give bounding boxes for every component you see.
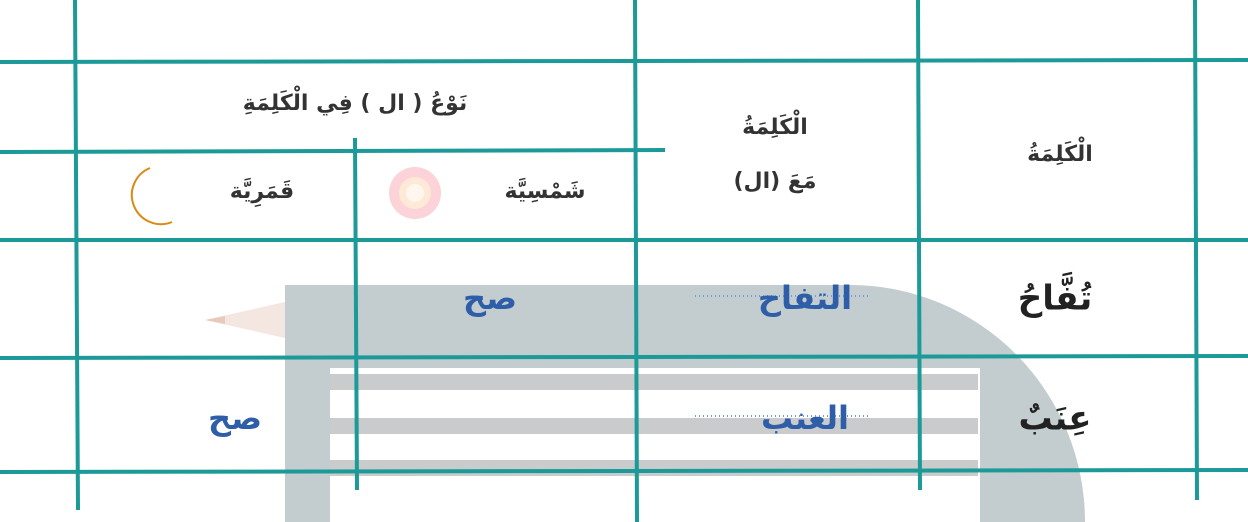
watermark-stripe bbox=[330, 460, 978, 476]
header-word: الْكَلِمَةُ bbox=[1027, 137, 1093, 167]
header-word-with-al: الْكَلِمَةُ bbox=[742, 110, 808, 140]
row-word: عِنَبٌ bbox=[1018, 399, 1091, 439]
header-word-with-al: مَعَ (ال) bbox=[733, 169, 816, 194]
row-word: تُفَّاحُ bbox=[1018, 272, 1093, 318]
row-answer: صح bbox=[208, 399, 262, 437]
row-answer: صح bbox=[463, 279, 517, 317]
header-shamsiya: شَمْسِيَّة bbox=[504, 177, 585, 204]
header-al-type: نَوْعُ ( ال ) فِي الْكَلِمَةِ bbox=[243, 86, 467, 116]
row-with-al: العنب bbox=[761, 399, 849, 437]
pencil-point bbox=[205, 316, 225, 324]
watermark-stripe bbox=[330, 374, 978, 390]
pencil-tip bbox=[205, 302, 285, 338]
moon-icon bbox=[130, 167, 173, 226]
watermark-stripe bbox=[330, 418, 978, 434]
sun-icon bbox=[389, 167, 441, 219]
watermark-inner bbox=[330, 368, 980, 522]
row-with-al: التفاح bbox=[758, 279, 852, 317]
header-qamariya: قَمَرِيَّة bbox=[230, 177, 294, 208]
